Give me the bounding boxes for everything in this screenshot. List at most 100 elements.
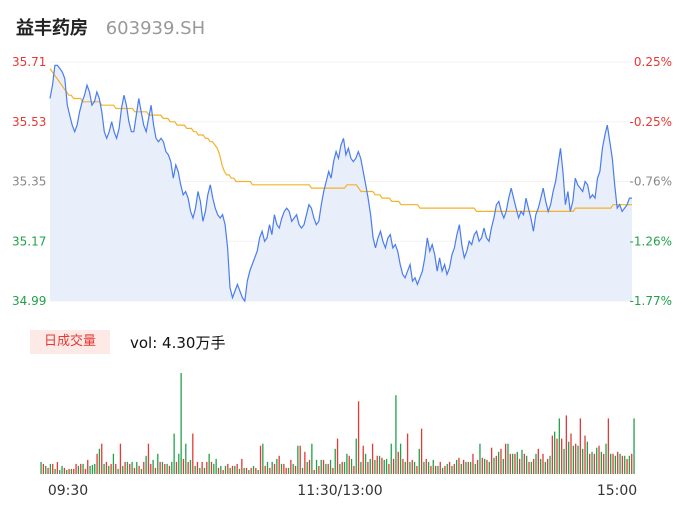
volume-bar <box>575 443 577 474</box>
time-tick-label: 09:30 <box>48 483 88 499</box>
volume-bar <box>476 459 479 474</box>
volume-bar <box>624 455 626 474</box>
volume-bar <box>73 468 75 474</box>
volume-bar <box>495 455 497 474</box>
volume-bar <box>126 461 129 474</box>
volume-bar <box>259 445 262 474</box>
volume-bar <box>423 461 425 474</box>
volume-bar <box>402 458 404 474</box>
volume-bar <box>350 458 353 474</box>
volume-bar <box>215 458 217 474</box>
volume-bar <box>364 453 367 474</box>
volume-bar <box>238 468 241 474</box>
volume-bar <box>61 465 63 474</box>
volume-bar <box>91 464 94 474</box>
volume-bar <box>348 455 350 474</box>
volume-bar <box>182 458 185 474</box>
volume-bar <box>166 463 168 474</box>
percent-axis: 0.25% -0.25% -0.76% -1.26% -1.77% <box>630 55 672 308</box>
volume-bar <box>455 459 458 474</box>
volume-bar <box>283 463 285 474</box>
volume-bar <box>138 465 140 474</box>
percent-tick-label: -0.76% <box>630 175 672 189</box>
volume-bar <box>59 470 61 474</box>
volume-bar <box>523 453 525 474</box>
volume-bar <box>178 453 180 474</box>
volume-bar <box>124 461 126 474</box>
volume-bar <box>80 463 82 474</box>
volume-bar <box>220 465 222 474</box>
volume-bar <box>294 465 297 474</box>
volume-bar <box>290 459 292 474</box>
volume-bar <box>175 461 178 474</box>
volume-bar <box>369 458 371 474</box>
volume-bar <box>255 467 257 474</box>
volume-bar <box>54 468 56 474</box>
volume-bar <box>395 395 397 474</box>
volume-bar <box>306 461 308 474</box>
percent-tick-label: -1.26% <box>630 234 672 248</box>
volume-bar <box>458 457 460 474</box>
volume-bar <box>516 451 518 474</box>
volume-bar <box>530 461 532 474</box>
volume-bar <box>339 463 341 474</box>
volume-bar <box>271 461 273 474</box>
time-tick-label: 11:30/13:00 <box>297 483 382 499</box>
volume-bar <box>264 465 266 474</box>
volume-bar <box>420 428 423 475</box>
price-tick-label: 35.53 <box>12 115 46 129</box>
volume-bar <box>385 458 388 474</box>
percent-tick-label: 0.25% <box>634 55 672 69</box>
volume-bar <box>388 463 390 474</box>
volume-bar <box>565 415 567 474</box>
volume-bar <box>94 463 96 474</box>
volume-bar <box>362 445 364 474</box>
volume-bar <box>507 443 509 474</box>
volume-bar <box>430 465 432 474</box>
volume-bar <box>397 451 399 474</box>
volume-bar <box>346 453 348 474</box>
volume-bar <box>152 459 154 474</box>
volume-bar <box>360 461 362 474</box>
volume-bar <box>117 468 119 474</box>
volume-bar <box>444 465 446 474</box>
volume-bar <box>584 435 586 474</box>
volume-bar <box>252 465 255 474</box>
volume-bar <box>479 443 481 474</box>
volume-bar <box>311 443 313 474</box>
volume-bar <box>589 453 591 474</box>
volume-bar <box>110 463 112 474</box>
volume-bar <box>245 467 248 474</box>
volume-bar <box>605 443 607 474</box>
volume-bar <box>217 467 220 474</box>
volume-bar <box>315 459 318 474</box>
stock-name: 益丰药房 <box>16 18 88 39</box>
volume-bar <box>266 461 269 474</box>
volume-bar <box>98 448 101 475</box>
volume-bar <box>40 461 42 474</box>
volume-bar <box>526 455 528 474</box>
volume-bar <box>556 438 558 474</box>
volume-bar <box>320 459 322 474</box>
volume-bar <box>154 467 157 474</box>
stock-code: 603939.SH <box>105 18 206 39</box>
daily-volume-tag[interactable]: 日成交量 <box>30 330 110 354</box>
volume-bar <box>493 457 495 474</box>
volume-bar <box>355 438 357 474</box>
volume-bar <box>308 459 311 474</box>
volume-bar <box>203 467 206 474</box>
time-axis: 09:30 11:30/13:00 15:00 <box>48 483 637 499</box>
volume-bar <box>533 458 535 474</box>
volume-bar <box>460 463 462 474</box>
volume-bar <box>336 438 339 474</box>
volume-bar <box>49 463 52 474</box>
volume-bar <box>304 451 306 474</box>
price-axis: 35.71 35.53 35.35 35.17 34.99 <box>12 55 46 308</box>
volume-bar <box>502 458 504 474</box>
volume-bar <box>292 463 294 474</box>
volume-bar <box>56 461 59 474</box>
volume-bar <box>299 445 301 474</box>
volume-bar <box>269 467 271 474</box>
volume-bar <box>514 453 516 474</box>
volume-bar <box>325 463 327 474</box>
